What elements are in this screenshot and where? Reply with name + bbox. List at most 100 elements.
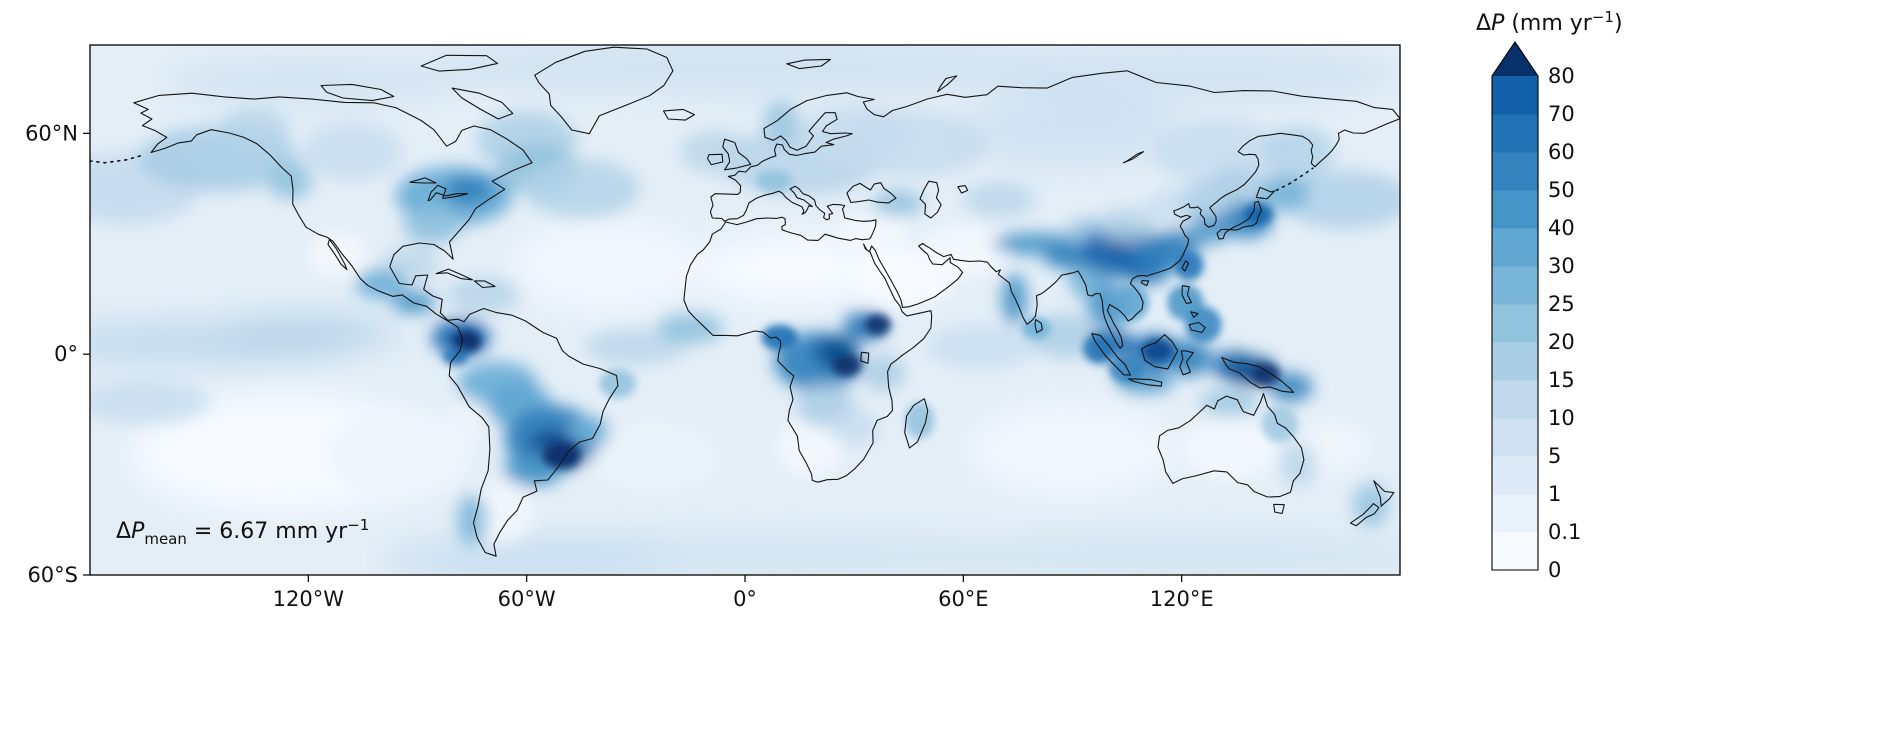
precip-region — [927, 530, 1400, 575]
precip-region — [381, 538, 673, 575]
colorbar-segment — [1492, 380, 1538, 419]
precip-region — [523, 159, 640, 218]
precip-region — [1167, 284, 1204, 321]
colorbar-segment — [1492, 76, 1538, 115]
precip-region — [1243, 203, 1273, 226]
colorbar-tick-label: 5 — [1548, 444, 1561, 468]
precip-region — [1279, 170, 1400, 229]
coastline-cuba — [435, 268, 473, 281]
precip-region — [217, 107, 291, 160]
precip-region — [446, 276, 520, 314]
x-tick-label: 60°W — [498, 587, 556, 611]
precip-region — [828, 111, 989, 178]
precip-region — [512, 221, 702, 310]
coastlines — [90, 46, 1400, 557]
precip-region — [963, 92, 1182, 167]
colorbar-tick-label: 15 — [1548, 368, 1575, 392]
coastline-eurafrasia — [683, 70, 1400, 483]
precip-region — [861, 354, 906, 391]
colorbar-title-delta: Δ — [1476, 11, 1491, 36]
precip-region — [828, 409, 880, 447]
colorbar-tick-label: 10 — [1548, 406, 1575, 430]
coastline-mindanao — [1188, 321, 1206, 334]
coastline-sri-lanka — [1034, 319, 1043, 334]
precip-region — [970, 405, 1175, 495]
colorbar-segment — [1492, 418, 1538, 457]
precip-region — [543, 442, 580, 469]
precip-region — [268, 162, 312, 200]
coastline-baffin — [451, 87, 514, 120]
annotation-sup: −1 — [347, 516, 369, 534]
precip-region — [872, 190, 924, 217]
coastline-hispaniola — [473, 280, 496, 289]
x-tick-label: 120°W — [273, 587, 345, 611]
coastline-new-guinea — [1221, 356, 1294, 393]
coastline-caspian-sea — [919, 180, 942, 219]
coastline-lake-baikal — [1122, 151, 1145, 164]
precip-region — [355, 269, 407, 299]
coastline-svalbard — [786, 58, 832, 70]
colorbar-over-triangle — [1492, 42, 1538, 76]
coastline-lake-superior — [409, 177, 437, 184]
coastline-hainan — [1140, 280, 1150, 287]
colorbar-tick-label: 0.1 — [1548, 520, 1581, 544]
precip-region — [1298, 420, 1371, 473]
precip-region — [457, 494, 487, 546]
coastline-java — [1127, 378, 1163, 387]
precip-region — [763, 100, 800, 145]
coastline-ellesmere — [420, 54, 499, 72]
colorbar-title-var: P — [1491, 11, 1505, 36]
colorbar-segment — [1492, 266, 1538, 305]
coastline-great-britain — [722, 138, 752, 171]
precip-region — [865, 314, 891, 336]
precip-region — [963, 48, 1400, 101]
colorbar-segment — [1492, 114, 1538, 153]
precip-layer-cores — [443, 170, 1299, 469]
precip-layer-regional — [90, 100, 1400, 546]
precip-region — [308, 232, 367, 277]
colorbar-tick-label: 0 — [1548, 558, 1561, 582]
colorbar-segment — [1492, 190, 1538, 229]
coastline-luzon — [1181, 285, 1193, 304]
precip-region — [1261, 125, 1335, 178]
precip-region — [1152, 118, 1284, 185]
colorbar-segment — [1492, 228, 1538, 267]
precip-region — [1352, 483, 1390, 528]
coastline-greenland — [534, 46, 674, 135]
x-tick-label: 0° — [733, 587, 757, 611]
colorbar-tick-label: 25 — [1548, 292, 1575, 316]
precip-region — [584, 328, 687, 366]
precip-region — [452, 330, 482, 353]
coastline-novaya-zemlya — [936, 75, 958, 93]
colorbar-tick-label: 80 — [1548, 64, 1575, 88]
precip-region — [755, 170, 793, 193]
precip-region — [566, 416, 611, 447]
colorbar-segment — [1492, 304, 1538, 343]
annotation-var: P — [131, 519, 145, 544]
precip-region — [1189, 214, 1233, 244]
coastline-black-sea — [846, 182, 897, 204]
coastline-tasmania — [1273, 503, 1285, 515]
coastline-sulawesi — [1179, 350, 1194, 376]
colorbar-outline — [1491, 41, 1539, 571]
colorbar-segment — [1492, 342, 1538, 381]
colorbar-tick-label: 20 — [1548, 330, 1575, 354]
colorbar-segment — [1492, 532, 1538, 571]
precip-region — [761, 324, 798, 351]
coastline-americas — [133, 92, 619, 557]
precip-region — [301, 122, 403, 182]
colorbar-title-units: (mm yr — [1504, 11, 1592, 36]
precip-region — [1143, 339, 1173, 362]
x-tick-label: 60°E — [938, 587, 989, 611]
annotation-sub: mean — [144, 530, 187, 548]
y-tick-label: 0° — [54, 342, 78, 366]
coastline-nz-north — [1373, 480, 1395, 507]
colorbar-title-close: ) — [1614, 11, 1623, 36]
annotation-delta: Δ — [116, 519, 131, 544]
precip-region — [417, 45, 1073, 93]
precip-region — [217, 313, 400, 351]
precip-region — [1250, 363, 1280, 386]
y-tick-label: 60°S — [27, 563, 78, 587]
